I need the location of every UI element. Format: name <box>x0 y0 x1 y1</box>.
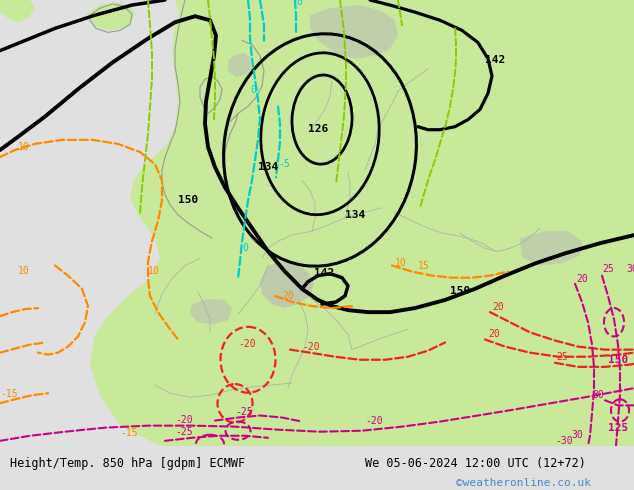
Polygon shape <box>260 262 314 308</box>
Text: 20: 20 <box>492 302 504 312</box>
Text: Height/Temp. 850 hPa [gdpm] ECMWF: Height/Temp. 850 hPa [gdpm] ECMWF <box>10 457 245 470</box>
Text: 20: 20 <box>282 291 294 301</box>
Text: 150: 150 <box>608 355 628 365</box>
Text: We 05-06-2024 12:00 UTC (12+72): We 05-06-2024 12:00 UTC (12+72) <box>365 457 585 470</box>
Text: 0: 0 <box>250 85 256 95</box>
Polygon shape <box>228 53 252 77</box>
Text: 30: 30 <box>592 390 604 400</box>
Text: 126: 126 <box>308 124 328 134</box>
Text: 150: 150 <box>450 286 470 296</box>
Text: 30: 30 <box>626 264 634 273</box>
Polygon shape <box>460 0 634 223</box>
Text: 30: 30 <box>571 430 583 440</box>
Polygon shape <box>88 2 135 30</box>
Text: 150: 150 <box>178 195 198 205</box>
Text: -20: -20 <box>175 415 193 425</box>
Text: 134: 134 <box>345 210 365 220</box>
Polygon shape <box>500 273 634 365</box>
Text: 15: 15 <box>418 261 430 270</box>
Text: 0: 0 <box>242 244 248 253</box>
Text: 25: 25 <box>556 352 568 362</box>
Polygon shape <box>280 0 470 170</box>
Text: -30: -30 <box>555 436 573 446</box>
Text: 10: 10 <box>18 142 30 152</box>
Text: -15: -15 <box>0 389 18 399</box>
Text: -5: -5 <box>278 159 290 169</box>
Polygon shape <box>226 39 268 122</box>
Text: 125: 125 <box>608 423 628 433</box>
Polygon shape <box>190 299 232 324</box>
Text: 142: 142 <box>485 55 505 65</box>
Text: 134: 134 <box>258 162 278 172</box>
Text: -15: -15 <box>120 428 138 438</box>
Polygon shape <box>520 231 582 266</box>
Polygon shape <box>153 292 242 367</box>
Text: 25: 25 <box>602 264 614 273</box>
Polygon shape <box>528 353 634 446</box>
Text: -20: -20 <box>302 342 320 352</box>
Polygon shape <box>310 5 398 59</box>
Text: 142: 142 <box>314 268 334 278</box>
Polygon shape <box>202 79 226 114</box>
Text: 0: 0 <box>296 0 302 7</box>
Polygon shape <box>0 0 35 22</box>
Text: 20: 20 <box>576 274 588 284</box>
Text: 10: 10 <box>148 266 160 275</box>
Text: -20: -20 <box>238 339 256 348</box>
Text: 10: 10 <box>18 266 30 275</box>
Text: 20: 20 <box>488 329 500 340</box>
Polygon shape <box>175 0 215 28</box>
Text: ©weatheronline.co.uk: ©weatheronline.co.uk <box>456 478 592 488</box>
Text: -25: -25 <box>175 427 193 437</box>
Polygon shape <box>90 0 634 446</box>
Text: -20: -20 <box>365 416 383 426</box>
Text: 10: 10 <box>395 258 407 268</box>
Polygon shape <box>200 248 310 335</box>
Text: -25: -25 <box>235 408 252 417</box>
